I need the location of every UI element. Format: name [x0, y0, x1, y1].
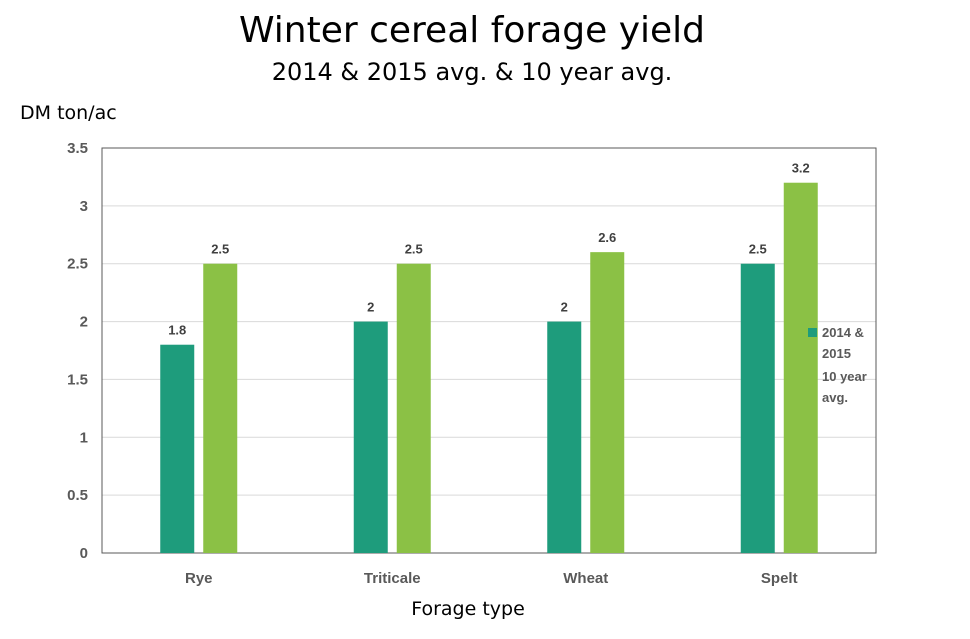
legend-swatch-series-1 [808, 328, 817, 337]
bar-1 [740, 263, 775, 553]
data-label: 2 [367, 300, 374, 315]
y-tick-label: 1 [80, 429, 88, 446]
x-tick-label: Spelt [761, 570, 798, 587]
y-tick-label: 2.5 [67, 256, 88, 273]
bar-2 [590, 252, 625, 553]
legend-item-series-1: 2014 & 2015 [808, 322, 888, 364]
bar-1 [160, 344, 195, 553]
data-label: 1.8 [168, 323, 186, 338]
y-tick-label: 2 [80, 314, 88, 331]
x-tick-label: Triticale [364, 570, 421, 587]
data-label: 3.2 [792, 161, 810, 176]
y-tick-label: 3 [80, 198, 88, 215]
data-label: 2 [561, 300, 568, 315]
plot-area-border [101, 147, 877, 554]
bar-2 [783, 182, 818, 553]
y-tick-label: 0 [80, 545, 88, 562]
legend-item-series-2: 10 year avg. [808, 366, 888, 408]
legend: 2014 & 2015 10 year avg. [808, 322, 888, 410]
x-tick-label: Wheat [563, 570, 608, 587]
bar-1 [353, 321, 388, 553]
bar-1 [547, 321, 582, 553]
chart-title: Winter cereal forage yield [238, 10, 706, 51]
bar-2 [203, 263, 238, 553]
data-label: 2.5 [749, 242, 767, 257]
legend-label-series-1: 2014 & 2015 [822, 325, 864, 361]
y-tick-label: 3.5 [67, 140, 88, 157]
legend-swatch-series-2 [808, 372, 817, 381]
y-axis-label: DM ton/ac [20, 102, 117, 124]
chart-subtitle: 2014 & 2015 avg. & 10 year avg. [271, 58, 673, 86]
data-label: 2.6 [598, 230, 616, 245]
x-axis-label: Forage type [411, 598, 525, 620]
data-label: 2.5 [211, 242, 229, 257]
x-tick-label: Rye [185, 570, 213, 587]
data-label: 2.5 [405, 242, 423, 257]
bar-2 [396, 263, 431, 553]
y-tick-label: 0.5 [67, 487, 88, 504]
legend-label-series-2: 10 year avg. [822, 369, 867, 405]
y-tick-label: 1.5 [67, 371, 88, 388]
